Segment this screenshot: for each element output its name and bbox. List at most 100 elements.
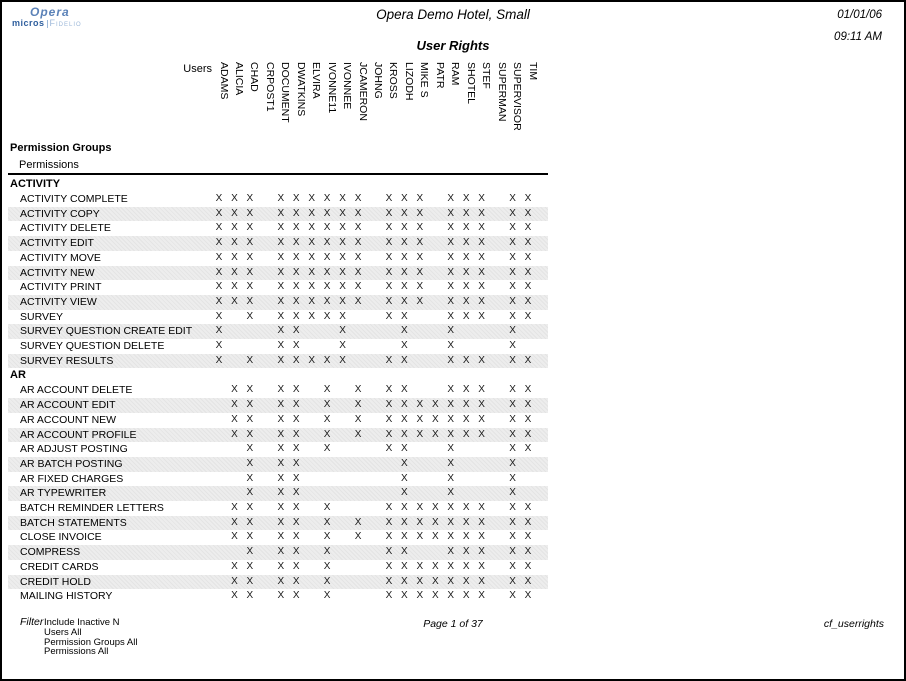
x-mark: X	[246, 354, 254, 366]
x-mark: X	[323, 266, 331, 278]
x-mark: X	[478, 193, 485, 204]
x-mark: X	[292, 193, 300, 204]
x-mark: X	[401, 502, 408, 513]
x-mark: X	[524, 531, 532, 543]
x-mark: X	[509, 340, 516, 351]
x-mark: X	[231, 193, 238, 204]
x-mark: X	[323, 413, 331, 425]
x-mark: X	[231, 266, 238, 278]
opera-logo: Opera	[30, 5, 70, 19]
x-mark: X	[509, 237, 516, 249]
x-mark: X	[416, 428, 424, 440]
permission-label: BATCH REMINDER LETTERS	[20, 502, 164, 514]
x-mark: X	[231, 502, 238, 513]
permission-label: CREDIT CARDS	[20, 560, 99, 573]
x-mark: X	[416, 281, 424, 293]
x-mark: X	[401, 281, 408, 293]
table-row: AR BATCH POSTING X X X X X X	[8, 456, 548, 472]
x-mark: X	[385, 295, 393, 307]
x-mark: X	[462, 590, 470, 602]
permission-label: ACTIVITY COPY	[20, 207, 100, 220]
x-mark: X	[509, 310, 516, 322]
x-mark: X	[478, 354, 485, 366]
table-row: ACTIVITY MOVE X X X X X X X X X X X X X X X X X	[8, 251, 548, 266]
x-mark: X	[323, 237, 331, 249]
x-mark: X	[401, 472, 408, 484]
x-mark: X	[292, 487, 300, 499]
permission-label: AR ADJUST POSTING	[20, 443, 128, 456]
x-mark: X	[277, 193, 285, 204]
table-row: AR ACCOUNT PROFILE X X X X X X X X X X X X X X X	[8, 427, 548, 443]
x-mark: X	[401, 251, 408, 263]
x-mark: X	[323, 207, 331, 219]
x-mark: X	[509, 193, 516, 204]
x-mark: X	[385, 443, 393, 455]
x-mark: X	[308, 266, 316, 278]
x-mark: X	[447, 575, 455, 587]
x-mark: X	[231, 413, 238, 425]
x-mark: X	[277, 237, 285, 249]
x-mark: X	[385, 281, 393, 293]
permission-label: AR ACCOUNT EDIT	[20, 399, 116, 412]
x-mark: X	[509, 266, 516, 278]
x-mark: X	[215, 354, 223, 366]
users-column-label: Users	[183, 63, 212, 75]
filter-line: Permissions All	[44, 646, 109, 658]
x-mark: X	[231, 516, 238, 528]
x-mark: X	[277, 457, 285, 469]
x-mark: X	[231, 531, 238, 543]
x-mark: X	[339, 266, 346, 278]
page-number: Page 1 of 37	[423, 618, 483, 630]
x-mark: X	[431, 399, 439, 411]
x-mark: X	[246, 310, 254, 322]
x-mark: X	[431, 502, 439, 513]
x-mark: X	[524, 266, 532, 278]
x-mark: X	[431, 575, 439, 587]
x-mark: X	[292, 325, 300, 337]
x-mark: X	[308, 295, 316, 307]
x-mark: X	[231, 281, 238, 293]
x-mark: X	[462, 295, 470, 307]
x-mark: X	[339, 251, 346, 263]
x-mark: X	[246, 384, 254, 396]
x-mark: X	[509, 457, 516, 469]
table-row: CREDIT CARDS X X X X X X X X X X X X X X	[8, 560, 548, 575]
x-mark: X	[447, 399, 455, 411]
x-mark: X	[478, 590, 485, 602]
group-header: AR	[10, 369, 26, 382]
x-mark: X	[308, 310, 316, 322]
x-mark: X	[323, 502, 331, 513]
x-mark: X	[246, 502, 254, 513]
x-mark: X	[478, 310, 485, 322]
x-mark: X	[401, 354, 408, 366]
x-mark: X	[524, 590, 532, 602]
x-mark: X	[385, 502, 393, 513]
x-mark: X	[524, 193, 532, 204]
permission-label: SURVEY	[20, 310, 63, 323]
x-mark: X	[277, 531, 285, 543]
permission-label: AR BATCH POSTING	[20, 457, 123, 470]
x-mark: X	[215, 295, 223, 307]
micros-fidelio-logo: micros Fidelio	[12, 18, 82, 28]
x-mark: X	[354, 531, 362, 543]
x-mark: X	[509, 502, 516, 513]
x-mark: X	[277, 310, 285, 322]
x-mark: X	[509, 443, 516, 455]
x-mark: X	[509, 325, 516, 337]
x-mark: X	[447, 251, 455, 263]
x-mark: X	[447, 266, 455, 278]
x-mark: X	[323, 281, 331, 293]
permission-label: BATCH STATEMENTS	[20, 516, 127, 529]
x-mark: X	[478, 502, 485, 513]
x-mark: X	[462, 502, 470, 513]
x-mark: X	[401, 457, 408, 469]
x-mark: X	[462, 413, 470, 425]
x-mark: X	[246, 443, 254, 455]
x-mark: X	[462, 354, 470, 366]
x-mark: X	[308, 251, 316, 263]
x-mark: X	[385, 428, 393, 440]
x-mark: X	[292, 281, 300, 293]
x-mark: X	[431, 531, 439, 543]
x-mark: X	[462, 207, 470, 219]
x-mark: X	[231, 295, 238, 307]
